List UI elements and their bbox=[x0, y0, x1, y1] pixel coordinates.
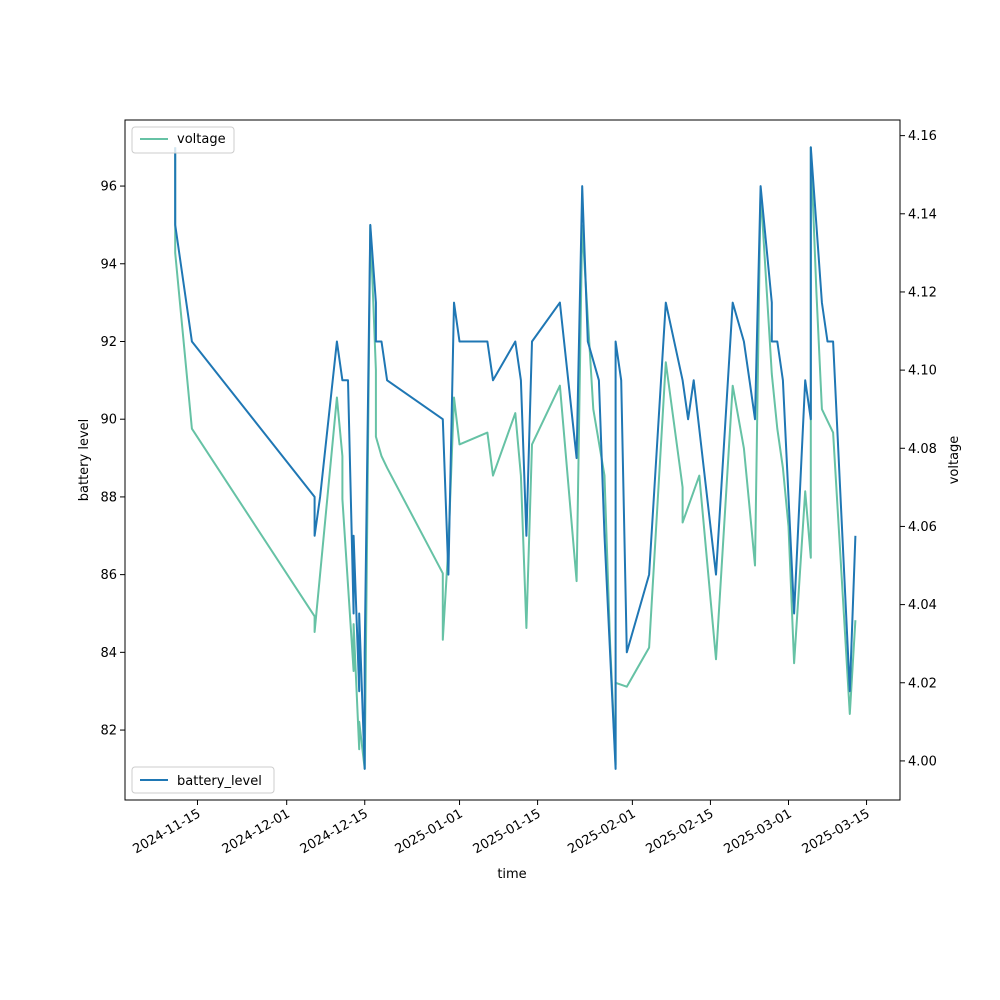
y-left-tick-label: 94 bbox=[100, 257, 117, 272]
y-right-tick-label: 4.10 bbox=[908, 364, 937, 379]
legend-battery: battery_level bbox=[131, 766, 275, 794]
series-line-battery-level bbox=[174, 146, 857, 770]
y-right-tick-label: 4.08 bbox=[908, 442, 937, 457]
y-left-axis-label: battery level bbox=[77, 419, 92, 502]
y-right-tick-label: 4.14 bbox=[908, 207, 937, 222]
y-right-tick-label: 4.12 bbox=[908, 285, 937, 300]
y-right-axis-label: voltage bbox=[947, 436, 962, 485]
legend-battery-label: battery_level bbox=[177, 774, 262, 789]
y-left-tick-label: 88 bbox=[100, 490, 117, 505]
y-left-tick-label: 86 bbox=[100, 568, 117, 583]
y-right-tick-label: 4.16 bbox=[908, 129, 937, 144]
y-left-tick-label: 84 bbox=[100, 646, 117, 661]
legend-voltage-label: voltage bbox=[177, 132, 226, 147]
y-left-tick-label: 96 bbox=[100, 180, 117, 195]
y-left-tick-label: 92 bbox=[100, 335, 117, 350]
y-right-tick-label: 4.04 bbox=[908, 598, 937, 613]
y-right-tick-label: 4.02 bbox=[908, 676, 937, 691]
legend-battery-box bbox=[131, 766, 275, 794]
y-left-tick-label: 90 bbox=[100, 413, 117, 428]
x-axis-label: time bbox=[497, 867, 526, 882]
y-right-tick-label: 4.06 bbox=[908, 520, 937, 535]
plot-frame bbox=[124, 119, 901, 801]
legend-voltage-box bbox=[131, 126, 235, 154]
legend-voltage: voltage bbox=[131, 126, 235, 154]
series-line-voltage bbox=[174, 146, 857, 770]
series-layer bbox=[174, 146, 857, 770]
y-left-tick-label: 82 bbox=[100, 724, 117, 739]
y-right-tick-label: 4.00 bbox=[908, 754, 937, 769]
